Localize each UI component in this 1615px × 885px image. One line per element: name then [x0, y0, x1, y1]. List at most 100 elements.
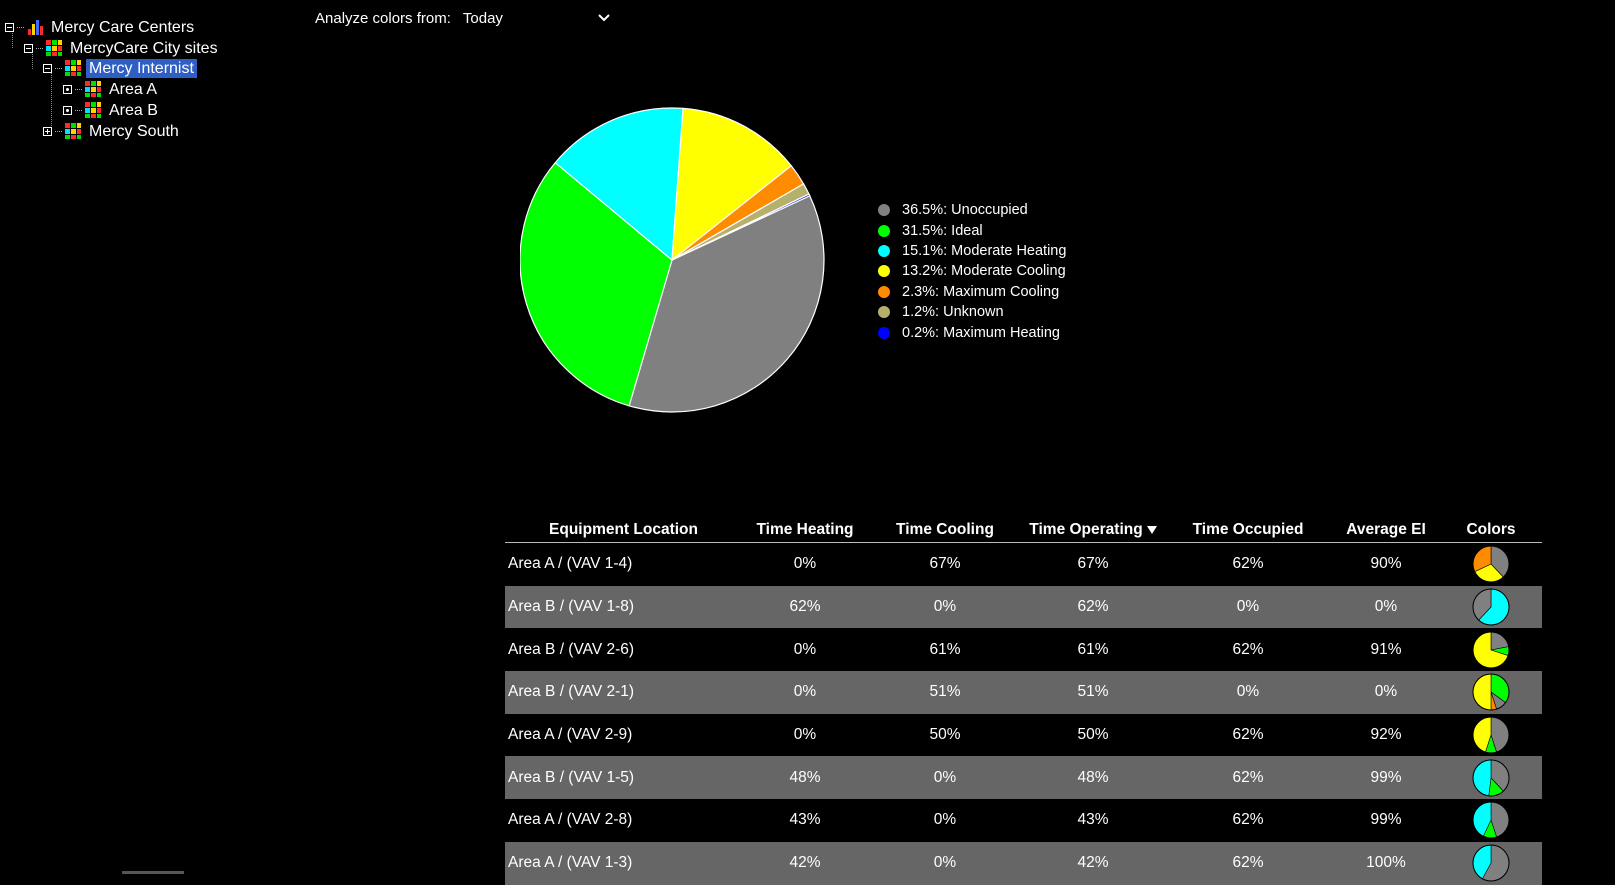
mini-pie-chart[interactable]: [1471, 800, 1511, 840]
equipment-location-cell: Area B / (VAV 1-8): [508, 598, 635, 616]
time-occupied-cell: 62%: [1232, 811, 1264, 829]
analyze-colors-control: Analyze colors from: Today: [315, 6, 611, 30]
time-occupied-cell: 62%: [1232, 768, 1264, 786]
time-heating-cell: 0%: [793, 683, 817, 701]
time-operating-cell: 43%: [1077, 811, 1109, 829]
column-header-time-operating[interactable]: Time Operating: [1022, 518, 1164, 542]
collapse-icon[interactable]: [43, 63, 52, 73]
column-header-time-heating[interactable]: Time Heating: [756, 521, 854, 538]
bar-chart-icon: [28, 20, 43, 35]
site-tree: Mercy Care Centers MercyCare City sites …: [0, 0, 300, 160]
time-cooling-cell: 61%: [929, 640, 961, 658]
tree-node-label[interactable]: Area A: [109, 80, 158, 98]
tree-node-area-b[interactable]: Area B: [63, 100, 161, 120]
site-grid-icon: [65, 123, 81, 139]
expand-icon[interactable]: [43, 126, 52, 136]
mini-pie-chart[interactable]: [1471, 544, 1511, 584]
column-header-time-occupied[interactable]: Time Occupied: [1192, 521, 1304, 538]
pie-slice-2: [554, 107, 684, 262]
mini-pie-slice-2: [1472, 759, 1492, 796]
table-row[interactable]: Area B / (VAV 2-1) 0% 51% 51% 0% 0%: [505, 671, 1542, 714]
colors-cell: [1440, 544, 1542, 584]
tree-node-label[interactable]: MercyCare City sites: [70, 39, 218, 57]
legend-label: 0.2%: Maximum Heating: [902, 324, 1060, 341]
site-grid-icon: [85, 102, 101, 118]
mini-pie-chart[interactable]: [1471, 758, 1511, 798]
time-occupied-cell: 62%: [1232, 854, 1264, 872]
column-header-equipment-location[interactable]: Equipment Location: [549, 521, 698, 538]
mini-pie-outline: [1472, 588, 1510, 626]
tree-node-label-selected[interactable]: Mercy Internist: [86, 58, 197, 78]
mini-pie-chart[interactable]: [1471, 715, 1511, 755]
time-occupied-cell: 0%: [1236, 683, 1260, 701]
colors-cell: [1440, 715, 1542, 755]
time-cooling-cell: 0%: [933, 598, 957, 616]
legend-item: 15.1%: Moderate Heating: [878, 241, 1066, 261]
leaf-node-icon[interactable]: [63, 105, 72, 115]
mini-pie-chart[interactable]: [1471, 843, 1511, 883]
analyze-period-value: Today: [462, 9, 503, 27]
collapse-icon[interactable]: [24, 43, 33, 53]
time-cooling-cell: 0%: [933, 768, 957, 786]
colors-cell: [1440, 672, 1542, 712]
table-row[interactable]: Area A / (VAV 1-4) 0% 67% 67% 62% 90%: [505, 543, 1542, 586]
tree-guide-line: [32, 51, 33, 69]
tree-node-label[interactable]: Mercy Care Centers: [51, 18, 195, 36]
tree-node-area-a[interactable]: Area A: [63, 79, 160, 99]
mini-pie-chart[interactable]: [1471, 630, 1511, 670]
tree-node-mercy-internist[interactable]: Mercy Internist: [43, 58, 197, 78]
average-ei-cell: 99%: [1370, 768, 1402, 786]
analyze-colors-label: Analyze colors from:: [315, 9, 451, 27]
tree-node-mercycare-city-sites[interactable]: MercyCare City sites: [24, 38, 221, 58]
pie-slice-1: [520, 161, 673, 407]
tree-node-label[interactable]: Mercy South: [89, 122, 179, 140]
leaf-node-icon[interactable]: [63, 84, 72, 94]
pie-slice-0: [628, 194, 825, 413]
tree-node-mercy-south[interactable]: Mercy South: [43, 121, 182, 141]
column-header-average-ei[interactable]: Average EI: [1346, 521, 1426, 538]
legend-label: 15.1%: Moderate Heating: [902, 242, 1067, 259]
time-cooling-cell: 67%: [929, 555, 961, 573]
collapse-icon[interactable]: [5, 22, 14, 32]
sort-descending-icon: [1146, 525, 1157, 534]
table-row[interactable]: Area A / (VAV 1-3) 42% 0% 42% 62% 100%: [505, 841, 1542, 885]
column-header-time-cooling[interactable]: Time Cooling: [896, 521, 994, 538]
legend-label: 13.2%: Moderate Cooling: [902, 263, 1066, 280]
horizontal-scrollbar-thumb[interactable]: [122, 871, 184, 874]
legend-label: 2.3%: Maximum Cooling: [902, 283, 1060, 300]
time-operating-cell: 61%: [1077, 640, 1109, 658]
analyze-period-dropdown[interactable]: Today: [463, 10, 611, 27]
legend-item: 31.5%: Ideal: [878, 220, 1066, 240]
colors-cell: [1440, 587, 1542, 627]
time-operating-cell: 42%: [1077, 854, 1109, 872]
table-row[interactable]: Area B / (VAV 2-6) 0% 61% 61% 62% 91%: [505, 628, 1542, 671]
chevron-down-icon: [598, 14, 610, 22]
mini-pie-outline: [1472, 631, 1510, 669]
mini-pie-chart[interactable]: [1471, 672, 1511, 712]
mini-pie-outline: [1472, 716, 1510, 754]
average-ei-cell: 0%: [1374, 683, 1398, 701]
time-heating-cell: 0%: [793, 726, 817, 744]
tree-node-label[interactable]: Area B: [109, 101, 158, 119]
equipment-location-cell: Area A / (VAV 2-9): [508, 726, 633, 744]
column-header-colors[interactable]: Colors: [1466, 521, 1516, 538]
site-grid-icon: [46, 40, 62, 56]
average-ei-cell: 92%: [1370, 726, 1402, 744]
average-ei-cell: 100%: [1366, 854, 1406, 872]
table-row[interactable]: Area A / (VAV 2-8) 43% 0% 43% 62% 99%: [505, 799, 1542, 842]
table-row[interactable]: Area A / (VAV 2-9) 0% 50% 50% 62% 92%: [505, 714, 1542, 757]
time-occupied-cell: 62%: [1232, 726, 1264, 744]
time-occupied-cell: 62%: [1232, 555, 1264, 573]
mini-pie-chart[interactable]: [1471, 587, 1511, 627]
table-row[interactable]: Area B / (VAV 1-8) 62% 0% 62% 0% 0%: [505, 585, 1542, 629]
table-row[interactable]: Area B / (VAV 1-5) 48% 0% 48% 62% 99%: [505, 756, 1542, 800]
equipment-location-cell: Area B / (VAV 1-5): [508, 768, 635, 786]
tree-connector: [55, 130, 62, 132]
time-cooling-cell: 0%: [933, 811, 957, 829]
pie-slice-6: [671, 193, 811, 261]
time-heating-cell: 0%: [793, 555, 817, 573]
legend-item: 2.3%: Maximum Cooling: [878, 282, 1066, 302]
site-grid-icon: [85, 81, 101, 97]
legend-swatch: [878, 285, 890, 298]
tree-node-mercy-care-centers[interactable]: Mercy Care Centers: [5, 17, 197, 37]
